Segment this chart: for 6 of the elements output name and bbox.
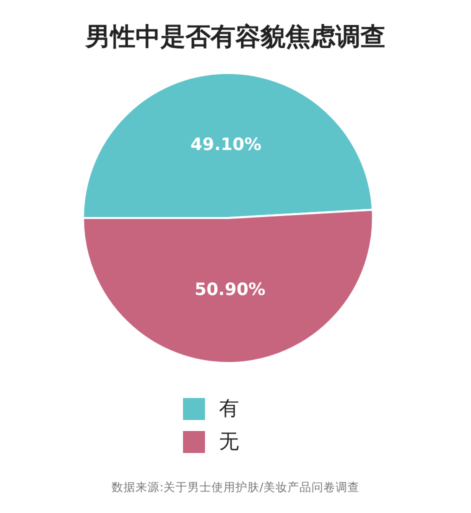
legend-label: 无 [219,428,239,455]
chart-title: 男性中是否有容貌焦虑调查 [84,21,386,53]
legend-label: 有 [219,395,239,422]
source-note: 数据来源:关于男士使用护肤/美妆产品问卷调查 [110,480,360,495]
data-label: 49.10% [190,134,262,155]
data-label: 50.90% [194,280,266,300]
